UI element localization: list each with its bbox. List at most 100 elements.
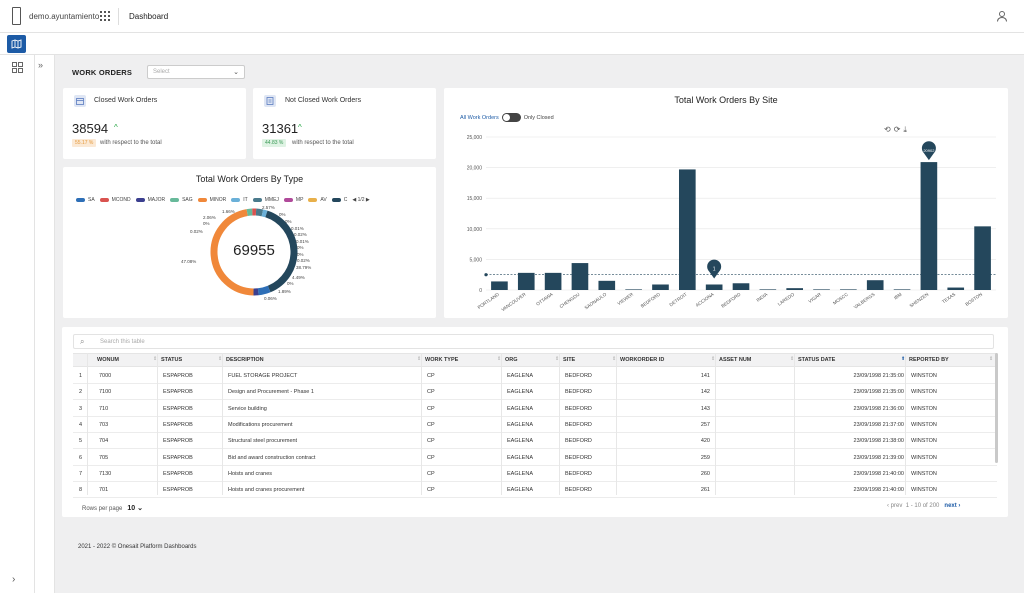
table-search-input[interactable]: ⌕ Search this table (73, 334, 994, 349)
bar[interactable] (598, 280, 616, 290)
cell-date: 23/09/1998 21:36:00 (853, 405, 904, 412)
sort-icon[interactable]: ⇕ (612, 356, 617, 362)
only-closed-toggle[interactable] (501, 113, 521, 122)
bar[interactable] (732, 283, 750, 290)
x-tick-label: VANCOUVER (500, 291, 527, 312)
breadcrumb[interactable]: Dashboard (129, 12, 169, 21)
table-scrollbar[interactable] (995, 353, 998, 463)
x-tick-label: CHENGDU (559, 292, 581, 309)
expand-rail-chevron-icon[interactable]: › (12, 574, 16, 585)
cell-status: ESPAPROB (163, 389, 193, 396)
sort-icon[interactable]: ⇕ (555, 356, 560, 362)
table-row[interactable]: 7 7130 ESPAPROB Hoists and cranes CP EAGLENA B… (73, 465, 997, 482)
app-logo-icon[interactable] (12, 7, 21, 25)
legend-pager[interactable]: ◀ 1/2 ▶ (352, 197, 370, 203)
marker-pin[interactable] (921, 141, 936, 161)
download-icon[interactable]: ⤓ (903, 125, 910, 134)
app-name[interactable]: demo.ayuntamiento (29, 12, 100, 21)
legend-item[interactable]: IT (231, 197, 248, 203)
bar[interactable] (678, 169, 696, 290)
not-closed-work-orders-value: 31361 (262, 121, 299, 136)
legend-item[interactable]: AV (308, 197, 327, 203)
all-work-orders-label[interactable]: All Work Orders (460, 114, 499, 121)
table-row[interactable]: 5 704 ESPAPROB Structural steel procurement… (73, 433, 997, 450)
legend-item[interactable]: MMEJ (252, 197, 279, 203)
table-row[interactable]: 2 7100 ESPAPROB Design and Procurement - Ph… (73, 384, 997, 401)
sort-icon[interactable]: ⇕ (711, 356, 716, 362)
map-view-button[interactable] (7, 35, 26, 53)
cell-id: 259 (700, 454, 710, 461)
collapse-panel-icon[interactable]: » (38, 60, 44, 70)
bar[interactable] (491, 281, 508, 290)
donut-segment[interactable] (255, 208, 264, 217)
column-header[interactable]: SITE (563, 357, 576, 363)
prev-page-button[interactable]: ‹ prev (887, 503, 903, 509)
sort-icon[interactable]: ⇕ (218, 356, 223, 362)
refresh-icon[interactable]: ⟳ (893, 125, 904, 134)
donut-segment[interactable] (210, 209, 254, 296)
column-header[interactable]: WONUM (97, 357, 119, 363)
column-header[interactable]: DESCRIPTION (226, 357, 264, 363)
legend-item[interactable]: MAJOR (135, 197, 165, 203)
bar[interactable] (920, 162, 938, 290)
bar[interactable] (544, 272, 562, 290)
sort-icon[interactable]: ⇕ (790, 356, 795, 362)
donut-label: 0.01% (296, 239, 309, 244)
cell-site: BEDFORD (565, 373, 592, 379)
bar[interactable] (813, 289, 830, 290)
donut-segment[interactable] (257, 285, 271, 296)
legend-item[interactable]: MCOND (99, 197, 131, 203)
legend-item[interactable]: MINOR (197, 197, 227, 203)
column-header[interactable]: WORKORDER ID (620, 357, 665, 363)
donut-segment[interactable] (246, 208, 253, 217)
bar[interactable] (893, 289, 911, 290)
sort-icon[interactable]: ⇕ (417, 356, 422, 362)
legend-label: MINOR (209, 197, 227, 203)
column-header[interactable]: REPORTED BY (909, 357, 949, 363)
only-closed-label[interactable]: Only Closed (523, 114, 554, 121)
legend-item[interactable]: SA (76, 197, 95, 203)
bar[interactable] (571, 263, 589, 290)
restore-icon[interactable]: ⟲ (884, 125, 894, 134)
table-row[interactable]: 3 710 ESPAPROB Service building CP EAGLENA BED… (73, 400, 997, 417)
apps-grid-icon[interactable] (100, 11, 110, 21)
column-header[interactable]: ORG (505, 357, 518, 363)
sort-icon[interactable]: ⇕ (989, 356, 994, 362)
user-icon[interactable] (996, 10, 1008, 22)
bar[interactable] (517, 272, 535, 290)
bar[interactable] (840, 289, 857, 290)
next-page-button[interactable]: next › (944, 503, 961, 509)
bar[interactable] (947, 287, 965, 290)
cell-org: EAGLENA (507, 373, 533, 379)
bar[interactable] (866, 280, 884, 290)
bar[interactable] (759, 289, 777, 290)
sort-icon[interactable]: ⬆ (901, 356, 906, 362)
bar[interactable] (705, 284, 723, 290)
table-row[interactable]: 6 705 ESPAPROB Bid and award construction c… (73, 449, 997, 466)
sort-icon[interactable]: ⇕ (153, 356, 158, 362)
bar[interactable] (974, 226, 991, 290)
table-row[interactable]: 1 7000 ESPAPROB FUEL STORAGE PROJECT CP EAGLE… (73, 368, 997, 384)
column-header[interactable]: WORK TYPE (425, 357, 459, 363)
work-orders-select[interactable]: Select ⌄ (147, 65, 245, 79)
column-header[interactable]: STATUS DATE (798, 357, 836, 363)
column-header[interactable]: STATUS (161, 357, 183, 363)
rows-per-page-select[interactable]: 10 ⌄ (127, 505, 143, 512)
legend-item[interactable]: MP (283, 197, 303, 203)
legend-item[interactable]: C (331, 197, 347, 203)
donut-label: 0% (279, 212, 286, 217)
x-tick-label: OTTAWA (535, 291, 554, 307)
table-row[interactable]: 8 701 ESPAPROB Hoists and cranes procuremen… (73, 482, 997, 499)
legend-item[interactable]: SAG (170, 197, 193, 203)
bar[interactable] (625, 289, 642, 290)
donut-label: 1.89% (278, 289, 291, 294)
table-row[interactable]: 4 703 ESPAPROB Modifications procurement CP E… (73, 416, 997, 433)
donut-segment[interactable] (261, 209, 268, 218)
dashboard-grid-icon[interactable] (12, 62, 23, 73)
sort-icon[interactable]: ⇕ (497, 356, 502, 362)
column-header[interactable]: ASSET NUM (719, 357, 752, 363)
bar[interactable] (786, 288, 804, 290)
bar[interactable] (652, 284, 669, 290)
donut-segment[interactable] (265, 210, 298, 293)
marker-pin[interactable] (707, 259, 722, 279)
